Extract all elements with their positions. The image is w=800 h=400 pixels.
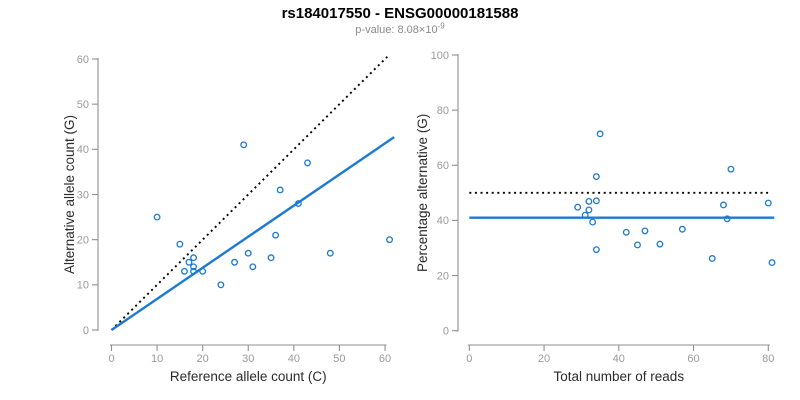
x-tick-label: 10 (151, 353, 163, 365)
data-point (723, 215, 731, 223)
data-point (240, 141, 248, 149)
data-point (217, 281, 225, 289)
data-point (267, 254, 275, 262)
x-tick-label: 50 (333, 353, 345, 365)
x-tick-label: 0 (108, 353, 114, 365)
pvalue-subtitle: p-value: 8.08×10-9 (0, 21, 800, 36)
x-tick-label: 40 (613, 353, 625, 365)
data-point (231, 258, 239, 266)
y-tick-label: 40 (437, 215, 449, 227)
data-point (276, 186, 284, 194)
y-tick-label: 0 (443, 326, 449, 338)
data-point (190, 263, 197, 271)
data-point (249, 263, 257, 271)
data-point (199, 267, 207, 275)
y-tick-label: 20 (437, 270, 449, 282)
y-tick-label: 50 (77, 99, 89, 111)
pvalue-exponent: -9 (437, 21, 445, 31)
y-tick-label: 60 (437, 160, 449, 172)
data-point (574, 203, 582, 211)
pvalue-text: p-value: 8.08×10 (355, 24, 438, 36)
x-tick-label: 80 (762, 353, 774, 365)
data-point (641, 227, 649, 235)
x-tick-label: 60 (379, 353, 391, 365)
y-tick-label: 80 (437, 105, 449, 117)
x-tick-label: 20 (538, 353, 550, 365)
x-tick-label: 0 (466, 353, 472, 365)
y-tick-label: 30 (77, 189, 89, 201)
x-tick-label: 40 (288, 353, 300, 365)
data-point (708, 255, 716, 262)
data-point (589, 218, 597, 226)
data-point (727, 165, 735, 173)
data-point (585, 197, 593, 205)
data-point (634, 241, 641, 249)
y-axis-title: Alternative allele count (G) (62, 115, 77, 274)
data-point (386, 236, 394, 244)
data-point (185, 258, 193, 266)
data-point (592, 246, 600, 254)
y-tick-label: 20 (77, 234, 89, 246)
data-point (326, 249, 334, 257)
data-point (592, 173, 600, 181)
x-tick-label: 30 (242, 353, 254, 365)
data-point (596, 130, 604, 138)
data-point (180, 267, 188, 275)
y-tick-label: 100 (431, 50, 449, 62)
figure-title: rs184017550 - ENSG00000181588 (281, 5, 519, 22)
data-point (176, 240, 184, 248)
data-point (585, 206, 593, 214)
data-point (768, 259, 776, 267)
identity-line (110, 56, 388, 331)
data-point (622, 228, 630, 236)
data-point (581, 211, 589, 219)
y-axis-title: Percentage alternative (G) (415, 114, 430, 272)
data-point (764, 199, 772, 207)
x-tick-label: 60 (687, 353, 699, 365)
data-point (678, 225, 686, 233)
y-tick-label: 60 (77, 54, 89, 66)
data-point (190, 254, 197, 262)
data-point (190, 267, 197, 275)
data-point (304, 159, 311, 167)
data-point (720, 201, 727, 209)
y-tick-label: 0 (83, 325, 89, 337)
data-point (592, 197, 600, 205)
data-point (153, 213, 161, 221)
x-axis-title: Total number of reads (554, 369, 685, 384)
x-tick-label: 20 (197, 353, 209, 365)
data-point (294, 200, 302, 207)
x-axis-title: Reference allele count (C) (170, 369, 327, 384)
data-point (656, 240, 664, 248)
y-tick-label: 10 (77, 280, 89, 292)
regression-line (110, 136, 395, 331)
y-tick-label: 40 (77, 144, 89, 156)
data-point (244, 249, 252, 257)
data-point (272, 231, 280, 239)
